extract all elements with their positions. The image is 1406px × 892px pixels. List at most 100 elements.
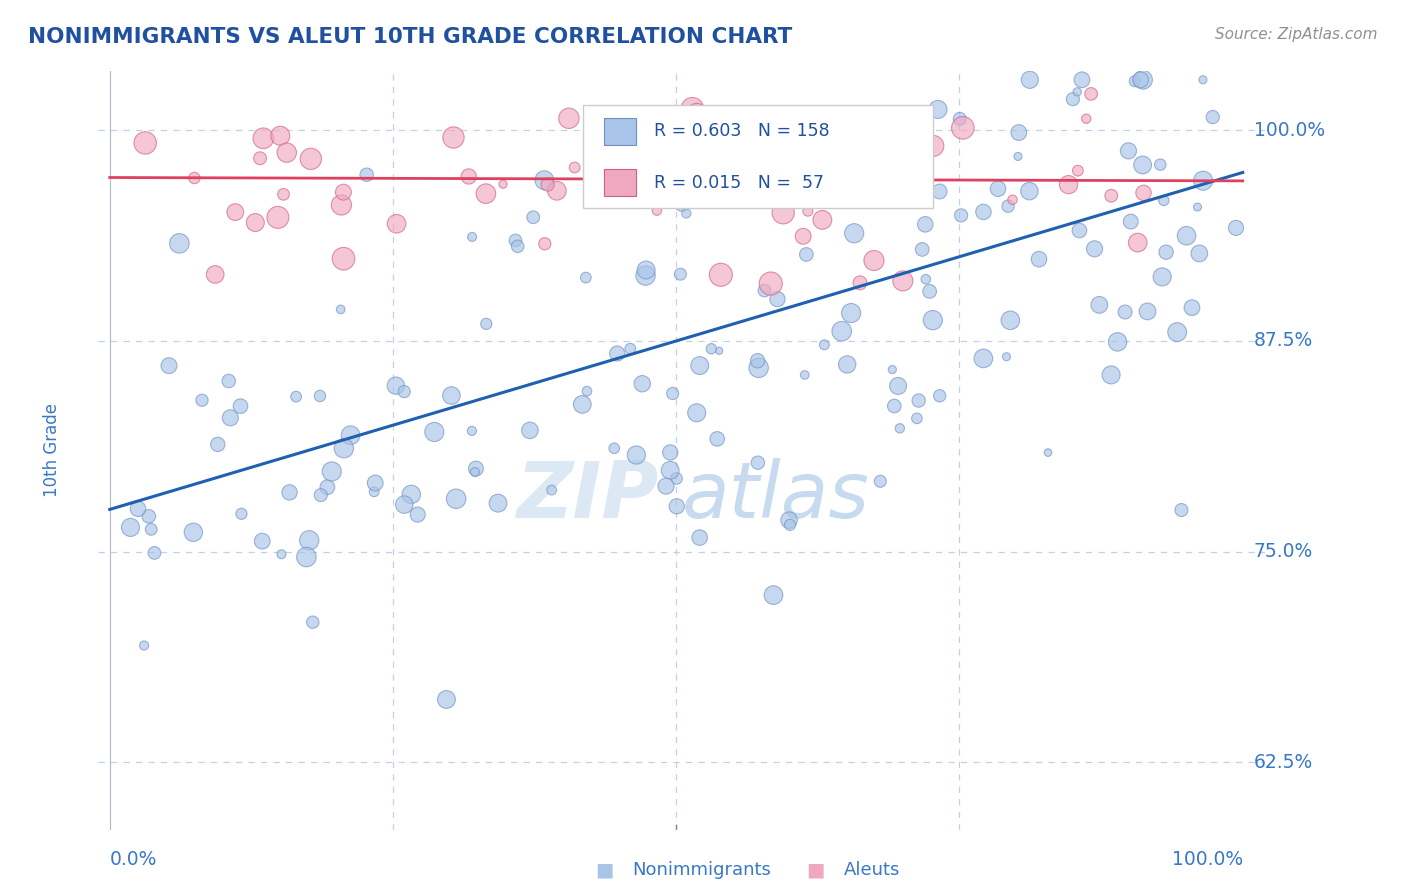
Point <box>762 588 785 602</box>
Point <box>1114 305 1136 319</box>
Point <box>1132 186 1154 200</box>
Point <box>700 342 723 356</box>
Point <box>928 185 950 199</box>
Point <box>849 276 872 290</box>
Point <box>837 358 859 372</box>
Point <box>134 136 156 150</box>
Point <box>278 485 301 500</box>
Point <box>972 205 994 219</box>
Text: Nonimmigrants: Nonimmigrants <box>633 861 772 879</box>
Point <box>652 136 675 150</box>
Point <box>619 342 641 356</box>
Point <box>224 205 246 219</box>
Text: 100.0%: 100.0% <box>1254 120 1324 140</box>
Point <box>329 302 352 317</box>
Point <box>645 203 668 218</box>
Point <box>839 306 862 320</box>
Point <box>883 399 905 413</box>
Point <box>506 239 529 253</box>
Point <box>1202 110 1225 124</box>
Point <box>1071 72 1094 87</box>
Point <box>922 139 945 153</box>
Point <box>457 169 479 184</box>
Point <box>659 445 682 459</box>
Point <box>1132 158 1154 172</box>
Point <box>987 182 1010 196</box>
Point <box>356 168 378 182</box>
Point <box>995 350 1018 364</box>
Bar <box>603 169 637 196</box>
Point <box>1028 252 1050 267</box>
Point <box>169 236 191 251</box>
Point <box>914 272 936 286</box>
Point <box>1067 163 1090 178</box>
Point <box>141 522 163 536</box>
Point <box>813 338 835 352</box>
Text: R = 0.015   N =  57: R = 0.015 N = 57 <box>654 174 824 192</box>
Point <box>1136 304 1159 318</box>
Point <box>533 236 555 251</box>
Point <box>659 463 682 477</box>
Point <box>655 479 678 493</box>
Point <box>665 471 688 485</box>
Point <box>756 177 779 191</box>
Point <box>207 437 229 451</box>
Point <box>536 178 558 192</box>
Point <box>772 205 794 219</box>
Point <box>138 509 160 524</box>
Point <box>748 360 770 375</box>
Point <box>1000 313 1022 327</box>
Point <box>689 359 711 373</box>
Point <box>841 183 863 197</box>
Point <box>465 461 488 475</box>
Point <box>665 500 688 514</box>
Point <box>332 252 354 266</box>
Point <box>797 204 820 219</box>
Point <box>631 376 654 391</box>
Point <box>779 517 801 532</box>
Point <box>1118 144 1140 158</box>
Point <box>1126 235 1149 250</box>
Point <box>792 229 814 244</box>
Point <box>401 487 423 501</box>
Point <box>298 533 321 548</box>
Point <box>1099 188 1122 202</box>
Point <box>245 215 267 229</box>
Point <box>765 169 787 184</box>
Point <box>132 639 155 653</box>
Point <box>309 389 332 403</box>
Text: 10th Grade: 10th Grade <box>42 403 60 498</box>
Point <box>997 199 1019 213</box>
Point <box>394 498 416 512</box>
Point <box>183 525 205 540</box>
Point <box>672 181 695 195</box>
Point <box>252 131 274 145</box>
Point <box>1181 301 1204 315</box>
Point <box>157 359 180 373</box>
Text: ZIP: ZIP <box>516 458 658 534</box>
Point <box>911 243 934 257</box>
Point <box>882 362 904 376</box>
Point <box>571 397 593 411</box>
Point <box>475 186 498 201</box>
Point <box>606 346 628 360</box>
Text: ■: ■ <box>595 860 614 880</box>
Point <box>492 177 515 191</box>
Bar <box>603 118 637 145</box>
Point <box>299 152 322 166</box>
Point <box>385 378 408 392</box>
Point <box>1153 194 1175 208</box>
Text: 100.0%: 100.0% <box>1171 850 1243 869</box>
Point <box>461 230 484 244</box>
Point <box>671 196 693 211</box>
Text: Aleuts: Aleuts <box>844 861 900 879</box>
Point <box>295 549 318 564</box>
Point <box>1076 112 1098 126</box>
Point <box>905 411 928 425</box>
Text: Source: ZipAtlas.com: Source: ZipAtlas.com <box>1215 27 1378 42</box>
Point <box>1225 220 1247 235</box>
Point <box>1062 92 1084 106</box>
Point <box>269 128 291 143</box>
Point <box>533 173 555 187</box>
Point <box>1187 200 1209 214</box>
